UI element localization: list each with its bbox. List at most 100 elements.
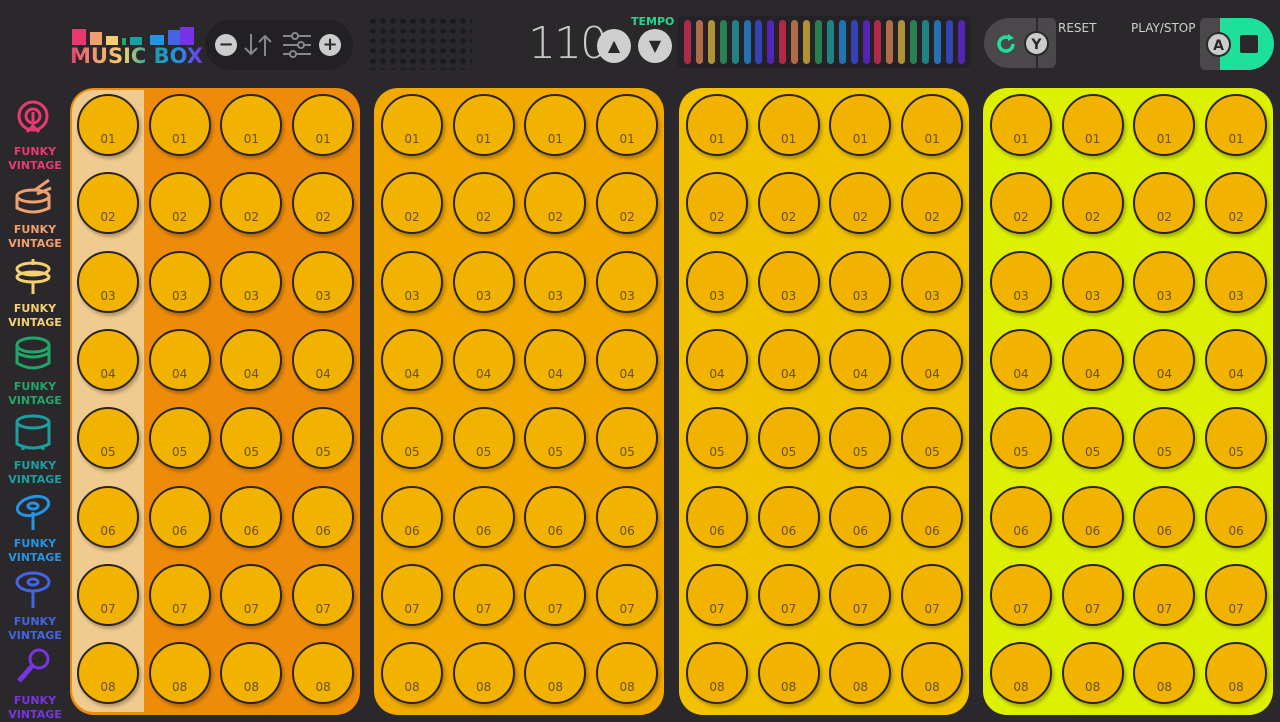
step-pad[interactable]: 03 — [452, 250, 515, 313]
step-pad[interactable]: 03 — [292, 250, 355, 313]
tempo-bar[interactable] — [898, 20, 906, 64]
remove-button[interactable]: − — [215, 34, 237, 56]
snare-drum-icon[interactable] — [13, 176, 57, 220]
tempo-bar[interactable] — [779, 20, 787, 64]
step-pad[interactable]: 07 — [220, 563, 283, 626]
step-pad[interactable]: 05 — [220, 407, 283, 470]
step-pad[interactable]: 06 — [990, 485, 1052, 548]
step-pad[interactable]: 08 — [829, 642, 892, 705]
floor-tom-icon[interactable] — [13, 412, 57, 456]
step-pad[interactable]: 06 — [901, 485, 964, 548]
step-pad[interactable]: 06 — [148, 485, 211, 548]
step-pad[interactable]: 02 — [292, 172, 355, 235]
step-pad[interactable]: 04 — [452, 328, 515, 391]
step-pad[interactable]: 04 — [990, 328, 1052, 391]
step-pad[interactable]: 06 — [220, 485, 283, 548]
sort-arrows-icon[interactable] — [243, 32, 277, 58]
step-pad[interactable]: 08 — [292, 642, 355, 705]
tempo-bar[interactable] — [945, 20, 953, 64]
step-pad[interactable]: 05 — [292, 407, 355, 470]
step-pad[interactable]: 04 — [77, 328, 139, 391]
step-pad[interactable]: 03 — [220, 250, 283, 313]
step-pad[interactable]: 06 — [757, 485, 820, 548]
step-pad[interactable]: 04 — [381, 328, 443, 391]
step-pad[interactable]: 02 — [686, 172, 748, 235]
step-pad[interactable]: 02 — [381, 172, 443, 235]
tempo-bar[interactable] — [791, 20, 799, 64]
step-pad[interactable]: 02 — [220, 172, 283, 235]
step-pad[interactable]: 05 — [381, 407, 443, 470]
step-pad[interactable]: 01 — [292, 94, 355, 156]
step-pad[interactable]: 08 — [901, 642, 964, 705]
tempo-bar[interactable] — [814, 20, 822, 64]
tempo-bar[interactable] — [886, 20, 894, 64]
step-pad[interactable]: 02 — [1061, 172, 1124, 235]
tempo-down-button[interactable]: ▼ — [638, 29, 672, 63]
step-pad[interactable]: 05 — [596, 407, 659, 470]
step-pad[interactable]: 06 — [77, 485, 139, 548]
step-pad[interactable]: 04 — [292, 328, 355, 391]
step-pad[interactable]: 04 — [757, 328, 820, 391]
step-pad[interactable]: 05 — [452, 407, 515, 470]
step-pad[interactable]: 06 — [596, 485, 659, 548]
step-pad[interactable]: 07 — [77, 563, 139, 626]
step-pad[interactable]: 08 — [1061, 642, 1124, 705]
step-pad[interactable]: 02 — [1133, 172, 1196, 235]
step-pad[interactable]: 05 — [901, 407, 964, 470]
tempo-up-button[interactable]: ▲ — [597, 29, 631, 63]
step-pad[interactable]: 02 — [829, 172, 892, 235]
step-pad[interactable]: 05 — [757, 407, 820, 470]
step-pad[interactable]: 02 — [596, 172, 659, 235]
step-pad[interactable]: 04 — [148, 328, 211, 391]
tempo-bar[interactable] — [850, 20, 858, 64]
sliders-icon[interactable] — [281, 32, 313, 58]
step-pad[interactable]: 07 — [524, 563, 587, 626]
step-pad[interactable]: 02 — [148, 172, 211, 235]
tempo-bar[interactable] — [957, 20, 965, 64]
step-pad[interactable]: 01 — [148, 94, 211, 156]
reset-button[interactable]: Y — [984, 18, 1056, 68]
step-pad[interactable]: 03 — [524, 250, 587, 313]
tempo-bar[interactable] — [838, 20, 846, 64]
step-pad[interactable]: 08 — [1205, 642, 1268, 705]
step-pad[interactable]: 07 — [1205, 563, 1268, 626]
step-pad[interactable]: 05 — [686, 407, 748, 470]
step-pad[interactable]: 01 — [757, 94, 820, 156]
step-pad[interactable]: 04 — [596, 328, 659, 391]
step-pad[interactable]: 04 — [1133, 328, 1196, 391]
step-pad[interactable]: 06 — [1061, 485, 1124, 548]
tempo-bar[interactable] — [719, 20, 727, 64]
tempo-bar[interactable] — [731, 20, 739, 64]
tempo-bar[interactable] — [922, 20, 929, 64]
step-pad[interactable]: 04 — [1205, 328, 1268, 391]
step-pad[interactable]: 02 — [524, 172, 587, 235]
add-button[interactable]: + — [319, 34, 341, 56]
microphone-icon[interactable] — [13, 647, 57, 691]
step-pad[interactable]: 07 — [1061, 563, 1124, 626]
step-pad[interactable]: 05 — [1133, 407, 1196, 470]
step-pad[interactable]: 03 — [148, 250, 211, 313]
ride-cymbal-icon[interactable] — [13, 568, 57, 612]
step-pad[interactable]: 05 — [77, 407, 139, 470]
step-pad[interactable]: 01 — [77, 94, 139, 156]
step-pad[interactable]: 08 — [220, 642, 283, 705]
step-pad[interactable]: 07 — [686, 563, 748, 626]
step-pad[interactable]: 06 — [686, 485, 748, 548]
step-pad[interactable]: 05 — [148, 407, 211, 470]
step-pad[interactable]: 06 — [452, 485, 515, 548]
step-pad[interactable]: 06 — [381, 485, 443, 548]
step-pad[interactable]: 01 — [901, 94, 964, 156]
step-pad[interactable]: 01 — [381, 94, 443, 156]
step-pad[interactable]: 03 — [77, 250, 139, 313]
step-pad[interactable]: 01 — [596, 94, 659, 156]
step-pad[interactable]: 01 — [1205, 94, 1268, 156]
tempo-bar[interactable] — [910, 20, 918, 64]
step-pad[interactable]: 03 — [686, 250, 748, 313]
tempo-bar[interactable] — [933, 20, 941, 64]
step-pad[interactable]: 01 — [452, 94, 515, 156]
tempo-bar[interactable] — [826, 20, 834, 64]
step-pad[interactable]: 07 — [452, 563, 515, 626]
tempo-slider[interactable] — [678, 16, 970, 68]
step-pad[interactable]: 01 — [524, 94, 587, 156]
step-pad[interactable]: 05 — [1061, 407, 1124, 470]
